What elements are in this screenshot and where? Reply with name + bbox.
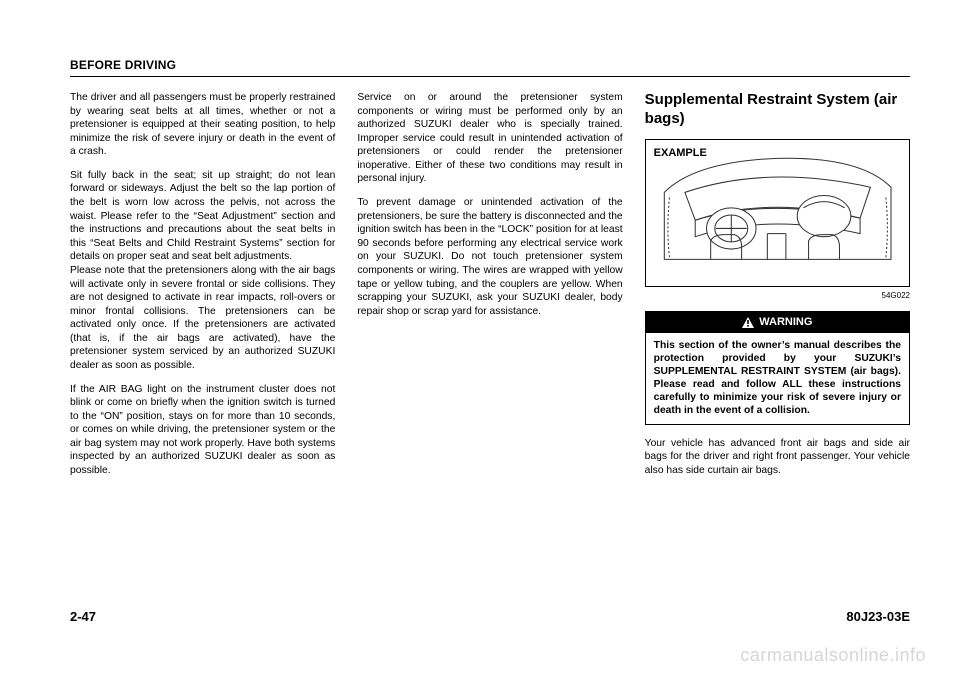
section-header: BEFORE DRIVING bbox=[70, 58, 910, 77]
watermark: carmanualsonline.info bbox=[740, 645, 926, 666]
figure-reference: 54G022 bbox=[645, 291, 910, 302]
column-2: Service on or around the pretensioner sy… bbox=[357, 91, 622, 488]
warning-box: WARNING This section of the owner’s manu… bbox=[645, 311, 910, 425]
warning-body-text: This section of the owner’s manual descr… bbox=[646, 333, 909, 424]
col3-after-text: Your vehicle has advanced front air bags… bbox=[645, 437, 910, 478]
warning-label: WARNING bbox=[759, 315, 812, 330]
airbag-illustration bbox=[654, 146, 901, 280]
column-1: The driver and all passengers must be pr… bbox=[70, 91, 335, 488]
srs-section-title: Supplemental Restraint System (air bags) bbox=[645, 91, 910, 129]
col2-para2: To prevent damage or unintended activati… bbox=[357, 196, 622, 318]
col1-para2b: Please note that the pretensioners along… bbox=[70, 264, 335, 373]
col1-para2: Sit fully back in the seat; sit up strai… bbox=[70, 169, 335, 264]
col1-para1: The driver and all passengers must be pr… bbox=[70, 91, 335, 159]
page-number: 2-47 bbox=[70, 609, 96, 624]
warning-triangle-icon bbox=[742, 317, 754, 328]
col2-para1: Service on or around the pretensioner sy… bbox=[357, 91, 622, 186]
col1-para3: If the AIR BAG light on the instrument c… bbox=[70, 383, 335, 478]
warning-header: WARNING bbox=[646, 312, 909, 333]
column-3: Supplemental Restraint System (air bags)… bbox=[645, 91, 910, 488]
content-columns: The driver and all passengers must be pr… bbox=[70, 91, 910, 488]
document-reference: 80J23-03E bbox=[846, 609, 910, 624]
example-illustration-box: EXAMPLE bbox=[645, 139, 910, 287]
